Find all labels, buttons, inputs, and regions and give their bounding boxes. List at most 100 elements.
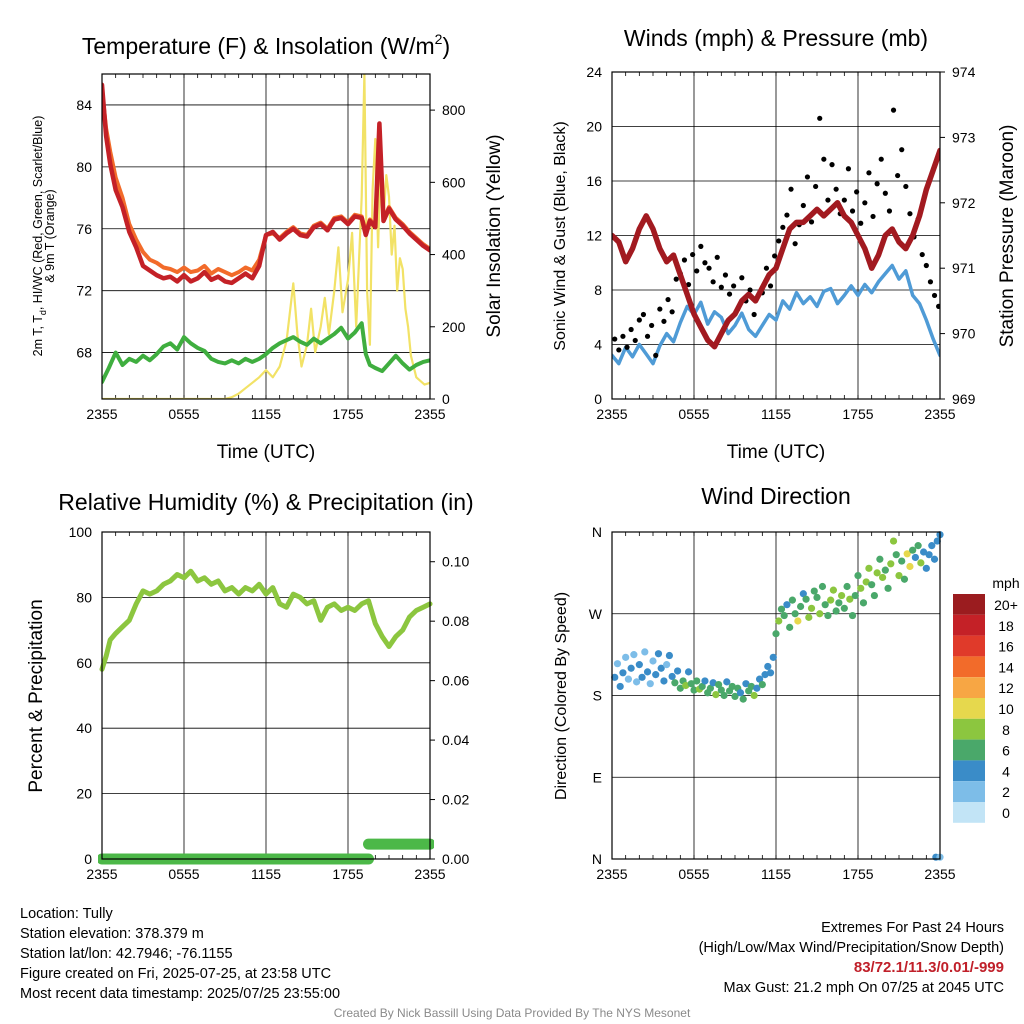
- y-tick-label: N: [592, 524, 602, 540]
- gust-point: [776, 238, 782, 244]
- legend-title: mph: [992, 575, 1019, 591]
- y-tick-label: S: [593, 688, 602, 704]
- direction-point: [818, 582, 827, 591]
- direction-point: [693, 677, 701, 685]
- gust-point: [612, 336, 618, 342]
- gust-point: [923, 262, 929, 269]
- chart-title: Relative Humidity (%) & Precipitation (i…: [58, 489, 473, 515]
- gust-point: [718, 284, 724, 290]
- direction-point: [876, 555, 884, 563]
- direction-point: [709, 679, 717, 687]
- gust-point: [722, 272, 729, 278]
- gust-point: [878, 156, 884, 162]
- gust-point: [858, 220, 864, 226]
- direction-point: [777, 605, 786, 613]
- gust-point: [661, 318, 667, 324]
- y-tick-label: N: [592, 851, 602, 867]
- direction-point: [873, 569, 881, 577]
- gust-point: [899, 147, 905, 153]
- direction-point: [715, 681, 723, 689]
- x-tick-label: 0555: [168, 866, 199, 882]
- gust-point: [886, 208, 893, 214]
- y-right-tick-label: 0.00: [442, 851, 469, 867]
- chart-title-main: Temperature (F) & Insolation (W/m: [82, 33, 435, 59]
- y-tick-label: 100: [69, 524, 93, 540]
- station-info: Location: Tully Station elevation: 378.3…: [20, 904, 340, 1004]
- y-axis-label-right: Station Pressure (Maroon): [997, 125, 1018, 348]
- y-axis-label-left: 2m T, Td, HI/WC (Red, Green, Scarlet/Blu…: [31, 116, 48, 357]
- direction-point: [895, 572, 903, 580]
- direction-point: [761, 671, 769, 679]
- legend-label: 14: [998, 659, 1014, 675]
- gust-point: [636, 317, 642, 323]
- y-tick-label: 0: [84, 851, 92, 867]
- direction-point: [832, 607, 840, 615]
- x-tick-label: 1755: [332, 406, 363, 422]
- y-right-tick-label: 800: [442, 102, 466, 118]
- y-right-tick-label: 0: [442, 391, 450, 407]
- gust-point: [620, 333, 626, 339]
- series-group: [102, 74, 430, 399]
- direction-point: [786, 623, 794, 631]
- direction-point: [657, 664, 665, 672]
- direction-point: [674, 667, 682, 675]
- legend-label: 20+: [994, 597, 1018, 613]
- y-right-tick-label: 971: [952, 260, 976, 276]
- direction-point: [698, 682, 706, 691]
- gust-point: [784, 212, 790, 218]
- y-tick-label: 20: [76, 786, 92, 802]
- legend-swatch: [953, 739, 985, 761]
- extremes-title: Extremes For Past 24 Hours: [821, 920, 1004, 936]
- y-tick-label: 20: [586, 119, 602, 135]
- x-tick-label: 2355: [924, 866, 955, 882]
- direction-point: [690, 686, 698, 694]
- gust-point: [833, 186, 839, 192]
- direction-point: [712, 690, 720, 699]
- gust-point: [685, 281, 692, 288]
- plot-frame: [611, 71, 941, 400]
- gust-point: [841, 197, 847, 203]
- direction-point: [917, 559, 925, 567]
- direction-point: [635, 661, 643, 669]
- elevation-text: Station elevation: 378.379 m: [20, 926, 204, 942]
- y-tick-label: 80: [76, 159, 92, 175]
- gust-point: [747, 287, 753, 293]
- x-tick-label: 1755: [842, 406, 873, 422]
- gust-point: [936, 303, 940, 309]
- direction-point: [900, 575, 909, 583]
- series-line: [102, 82, 430, 286]
- y-right-tick-label: 0.04: [442, 732, 469, 748]
- x-tick-label: 1155: [761, 406, 791, 422]
- x-tick-label: 0555: [678, 866, 709, 882]
- legend-label: 8: [1002, 722, 1010, 738]
- direction-point: [624, 675, 633, 683]
- y-right-tick-label: 200: [442, 319, 466, 335]
- y-right-tick-label: 0.02: [442, 792, 469, 808]
- direction-point: [933, 537, 941, 545]
- legend-label: 16: [998, 639, 1014, 655]
- gust-point: [927, 279, 934, 285]
- gust-point: [788, 186, 794, 192]
- chart-title: Wind Direction: [701, 483, 851, 509]
- direction-point: [925, 551, 933, 559]
- y-tick-label: 68: [76, 345, 92, 361]
- direction-point: [857, 584, 865, 592]
- gust-point: [862, 200, 868, 206]
- x-tick-label: 1155: [761, 866, 791, 882]
- x-tick-label: 2355: [596, 866, 627, 882]
- legend-swatch: [953, 781, 985, 802]
- credit-text: Created By Nick Bassill Using Data Provi…: [333, 1006, 691, 1020]
- direction-point: [797, 602, 805, 611]
- plot-frame: [101, 531, 431, 860]
- legend-label: 12: [998, 680, 1014, 696]
- extremes-values: 83/72.1/11.3/0.01/-999: [853, 959, 1004, 976]
- gust-point: [825, 197, 831, 203]
- direction-point: [728, 682, 736, 691]
- y-right-tick-label: 0.06: [442, 673, 469, 689]
- gust-point: [644, 333, 651, 339]
- y-tick-label: E: [593, 769, 602, 785]
- y-tick-label: 40: [76, 720, 92, 736]
- direction-point: [887, 560, 895, 568]
- direction-point: [846, 595, 854, 603]
